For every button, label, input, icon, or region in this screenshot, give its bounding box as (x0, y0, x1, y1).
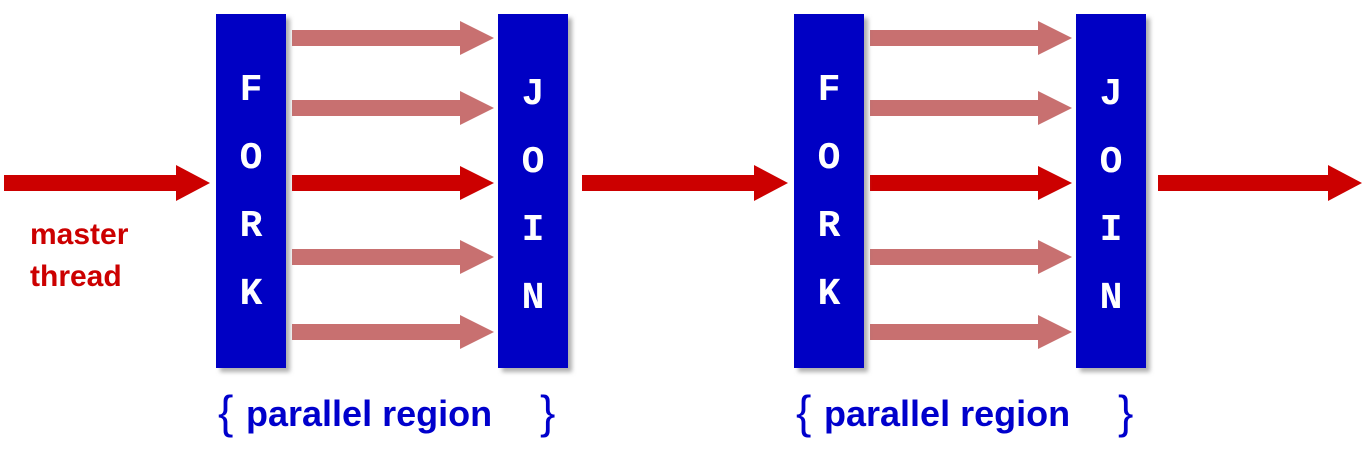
region-2-join-letter: N (1100, 277, 1123, 320)
region-2-thread-arrow-4 (870, 240, 1072, 274)
master-arrow-out (1158, 165, 1362, 201)
region-1-thread-arrow-4 (292, 240, 494, 274)
region-1-thread-arrow-3 (292, 166, 494, 200)
region-2-brace-close: } (1118, 386, 1133, 438)
region-1-fork-letter: F (240, 69, 263, 112)
master-label-line1: master (30, 218, 129, 251)
region-1-thread-arrow-1 (292, 21, 494, 55)
region-1-brace-open: { (218, 386, 233, 438)
region-1-join-letter: I (522, 209, 545, 252)
parallel-region-label-2: { parallel region } (796, 386, 1133, 438)
parallel-region-label-1: { parallel region } (218, 386, 555, 438)
thread-arrows (292, 21, 1072, 349)
region-2-thread-arrow-2 (870, 91, 1072, 125)
region-2-label: parallel region (824, 393, 1070, 434)
region-2-thread-arrow-1 (870, 21, 1072, 55)
region-2-brace-open: { (796, 386, 811, 438)
region-2-fork-letter: O (818, 137, 841, 180)
master-arrow-between (582, 165, 788, 201)
region-1-fork-letter: K (240, 273, 263, 316)
region-1-fork-letter: R (240, 205, 263, 248)
region-2-thread-arrow-5 (870, 315, 1072, 349)
region-2-fork-letter: K (818, 273, 841, 316)
region-1-join-letter: N (522, 277, 545, 320)
region-1-thread-arrow-2 (292, 91, 494, 125)
region-2-fork-letter: R (818, 205, 841, 248)
region-1-join-letter: J (522, 73, 545, 116)
region-1-thread-arrow-5 (292, 315, 494, 349)
region-1-label: parallel region (246, 393, 492, 434)
master-arrow-in (4, 165, 210, 201)
region-2-fork-letter: F (818, 69, 841, 112)
master-thread-arrows (4, 165, 1362, 201)
region-2-join-letter: I (1100, 209, 1123, 252)
region-2-join-letter: J (1100, 73, 1123, 116)
region-1-brace-close: } (540, 386, 555, 438)
region-2-join-letter: O (1100, 141, 1123, 184)
region-1-fork-letter: O (240, 137, 263, 180)
region-2-thread-arrow-3 (870, 166, 1072, 200)
master-label-line2: thread (30, 260, 122, 293)
region-1-join-letter: O (522, 141, 545, 184)
